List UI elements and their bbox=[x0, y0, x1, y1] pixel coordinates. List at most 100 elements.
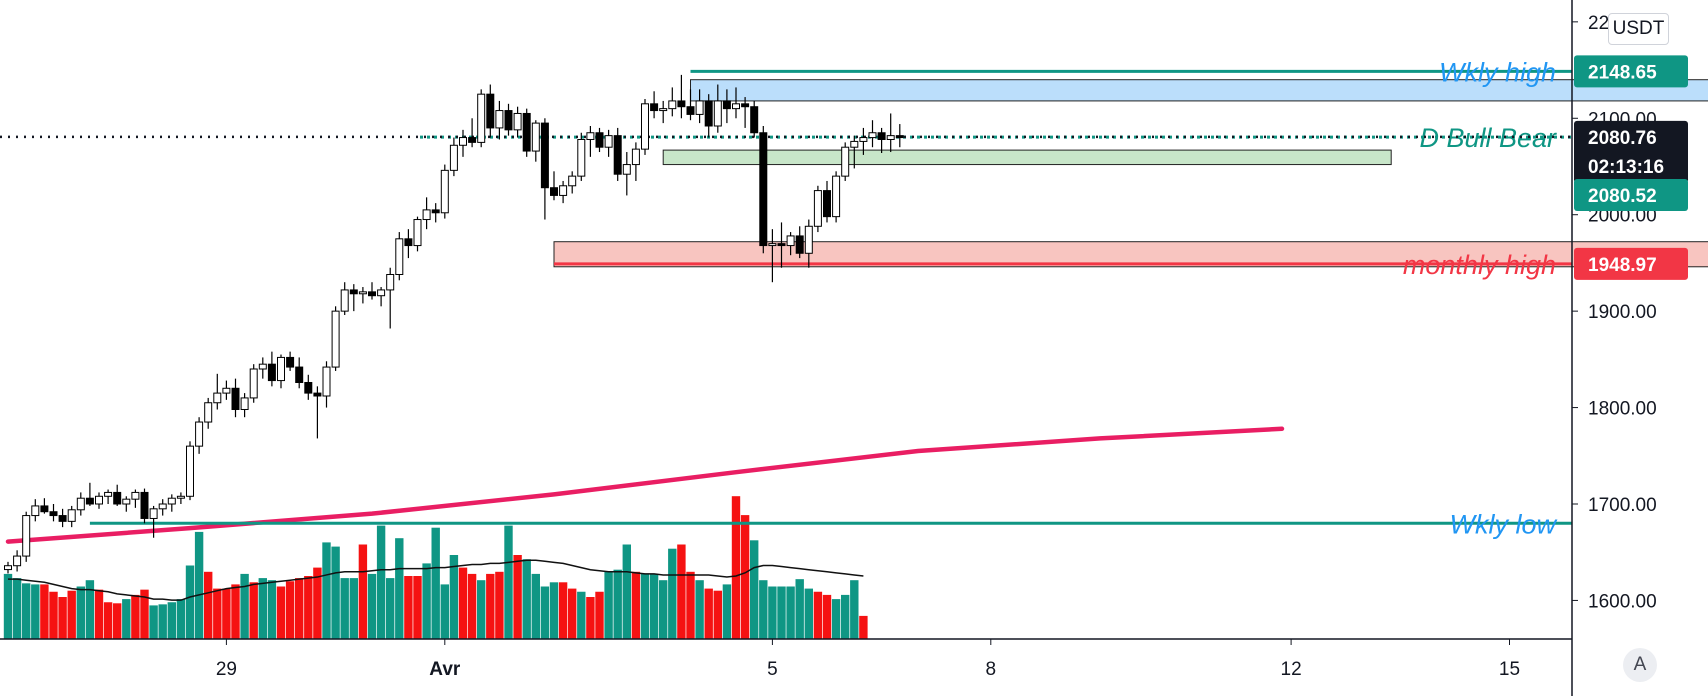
monthly-high-tag-bg bbox=[1574, 247, 1688, 280]
volume-bar bbox=[103, 602, 113, 639]
volume-bar bbox=[549, 582, 559, 639]
volume-bar bbox=[12, 578, 22, 639]
candle bbox=[531, 120, 540, 162]
candle bbox=[368, 282, 376, 300]
volume-bar bbox=[704, 588, 713, 639]
candle bbox=[122, 496, 131, 512]
candle bbox=[486, 84, 495, 138]
volume-bar bbox=[131, 594, 140, 639]
candle bbox=[550, 171, 558, 201]
volume-bar bbox=[740, 515, 750, 639]
volume-bar bbox=[831, 599, 841, 639]
candle bbox=[622, 152, 631, 196]
candle bbox=[413, 216, 422, 252]
currency-label[interactable]: USDT bbox=[1608, 13, 1669, 45]
volume-ma-line bbox=[8, 559, 864, 601]
candle bbox=[686, 89, 695, 121]
auto-scale-button[interactable]: A bbox=[1623, 648, 1657, 682]
time-tick-label: 15 bbox=[1499, 659, 1520, 680]
candle bbox=[804, 219, 813, 268]
price-axis[interactable]: 1600.001700.001800.001900.002000.002100.… bbox=[1571, 0, 1657, 696]
volume-bar bbox=[750, 540, 759, 639]
candle bbox=[641, 98, 649, 155]
volume-bar bbox=[495, 571, 504, 639]
candle bbox=[395, 232, 404, 281]
candle bbox=[604, 129, 613, 157]
candle bbox=[823, 180, 831, 223]
time-tick-label: 12 bbox=[1281, 659, 1302, 680]
volume-bar bbox=[94, 589, 104, 639]
volume-bar bbox=[558, 582, 568, 639]
candle bbox=[722, 89, 731, 124]
candle bbox=[559, 180, 568, 204]
candle bbox=[477, 89, 486, 148]
volume-bar bbox=[322, 542, 331, 639]
volume-bar bbox=[76, 586, 85, 639]
volume-bar bbox=[404, 576, 413, 639]
candle bbox=[659, 100, 668, 124]
candle bbox=[40, 498, 49, 514]
candle bbox=[704, 94, 713, 138]
current-price-tag-text: 2080.76 bbox=[1588, 128, 1657, 149]
green-zone bbox=[662, 149, 1392, 166]
volume-bar bbox=[122, 599, 131, 639]
candle bbox=[49, 503, 58, 522]
candle bbox=[759, 125, 768, 254]
volume-bar bbox=[595, 591, 604, 639]
candle bbox=[404, 229, 413, 259]
candle bbox=[668, 87, 677, 117]
volume-bar bbox=[759, 580, 768, 639]
candle bbox=[258, 357, 267, 379]
price-tick-label: 1700.00 bbox=[1588, 495, 1657, 516]
volume-bar bbox=[358, 544, 368, 639]
candle bbox=[732, 87, 740, 119]
candle bbox=[377, 287, 386, 307]
volume-bar bbox=[841, 594, 850, 639]
candle bbox=[750, 100, 759, 138]
candle bbox=[768, 229, 777, 283]
candle bbox=[358, 287, 367, 304]
candle bbox=[131, 489, 140, 508]
candle bbox=[540, 118, 549, 220]
volume-moving-average bbox=[8, 559, 864, 601]
volume-bar bbox=[49, 591, 58, 639]
volume-bar bbox=[622, 544, 631, 639]
candle bbox=[267, 351, 276, 387]
candle bbox=[895, 124, 904, 148]
candle bbox=[195, 417, 204, 454]
candle bbox=[568, 171, 577, 194]
volume-bar bbox=[158, 604, 167, 639]
candle bbox=[522, 108, 531, 157]
candle bbox=[149, 505, 158, 538]
volume-bar bbox=[167, 602, 176, 639]
volume-bar bbox=[695, 580, 704, 639]
candle bbox=[222, 380, 231, 400]
candle bbox=[495, 100, 504, 140]
volume-bar bbox=[149, 605, 158, 639]
volume-bar bbox=[859, 615, 868, 639]
candle bbox=[231, 378, 240, 418]
candle bbox=[613, 127, 622, 181]
price-tick-label: 1800.00 bbox=[1588, 399, 1657, 420]
candle bbox=[176, 492, 185, 504]
candle bbox=[85, 482, 94, 506]
candle bbox=[877, 127, 886, 153]
volume-bar bbox=[659, 580, 668, 639]
volume-bar bbox=[331, 546, 340, 639]
wkly-high-tag-text: 2148.65 bbox=[1588, 62, 1657, 83]
volume-bar bbox=[631, 571, 641, 639]
volume-bar bbox=[577, 591, 586, 639]
candle bbox=[95, 492, 103, 509]
volume-bar bbox=[240, 573, 249, 639]
candle bbox=[322, 361, 331, 408]
volume-bar bbox=[731, 496, 741, 639]
current-price-tag-text: 02:13:16 bbox=[1588, 157, 1664, 178]
monthly-high-label: monthly high bbox=[1403, 250, 1556, 280]
volume-bar bbox=[194, 531, 204, 639]
volume-bar bbox=[486, 573, 495, 639]
candle bbox=[868, 120, 877, 148]
time-axis[interactable]: 29 Avr 5 8 12 15 bbox=[0, 638, 1572, 680]
volume-bar bbox=[713, 590, 722, 639]
wkly-high-label: Wkly high bbox=[1439, 57, 1556, 87]
